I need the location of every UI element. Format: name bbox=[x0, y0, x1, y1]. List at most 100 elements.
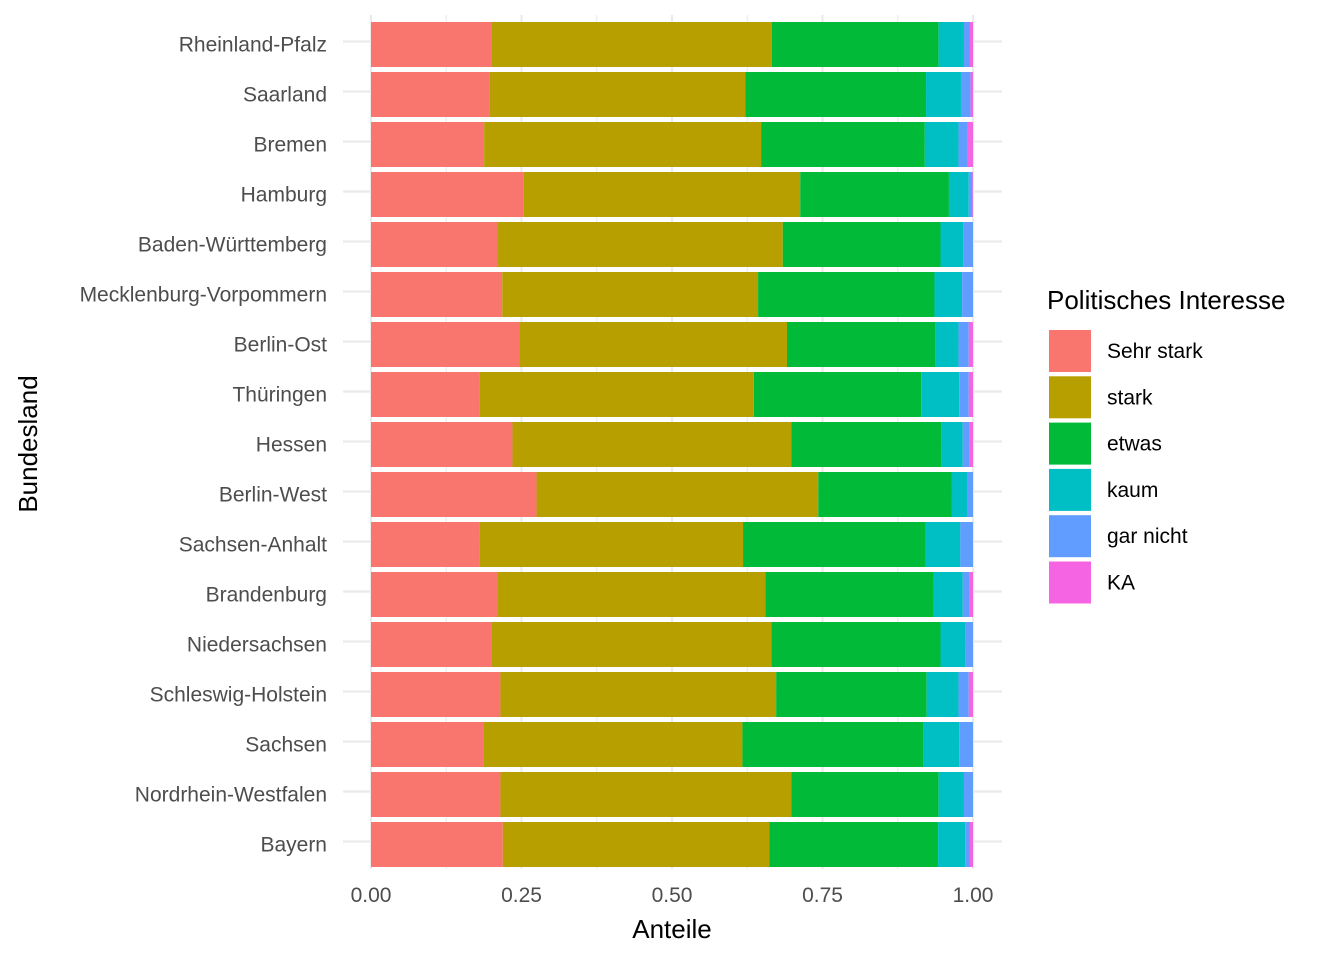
bar-segment bbox=[371, 172, 524, 217]
bar-segment bbox=[491, 622, 772, 667]
bar-segment bbox=[968, 672, 973, 717]
bar-segment bbox=[479, 372, 754, 417]
bar-segment bbox=[959, 722, 973, 767]
y-tick-label: Bremen bbox=[253, 134, 327, 157]
bar-segment bbox=[484, 122, 762, 167]
bar-segment bbox=[965, 622, 973, 667]
bar-segment bbox=[371, 622, 492, 667]
legend-label: etwas bbox=[1107, 433, 1162, 456]
bar-segment bbox=[923, 722, 960, 767]
bar-segment bbox=[969, 822, 973, 867]
y-tick-label: Thüringen bbox=[232, 384, 327, 407]
bar-segment bbox=[959, 372, 969, 417]
bar-segment bbox=[958, 322, 969, 367]
x-tick-labels: 0.00 0.25 0.50 0.75 1.00 bbox=[351, 884, 994, 907]
bar-segment bbox=[502, 822, 770, 867]
bar-segment bbox=[969, 22, 973, 67]
y-tick-label: Niedersachsen bbox=[187, 634, 327, 657]
bar-segment bbox=[948, 172, 969, 217]
y-tick-label: Sachsen-Anhalt bbox=[179, 534, 327, 557]
legend-swatch bbox=[1049, 376, 1091, 419]
y-axis-title: Bundesland bbox=[13, 375, 43, 512]
y-tick-label: Mecklenburg-Vorpommern bbox=[80, 284, 327, 307]
bar-segment bbox=[371, 422, 513, 467]
bar-segment bbox=[765, 572, 934, 617]
bar-segment bbox=[497, 572, 766, 617]
y-tick-label: Bayern bbox=[260, 834, 327, 857]
bar-segment bbox=[958, 672, 969, 717]
bar-segment bbox=[968, 322, 973, 367]
bar-segment bbox=[938, 772, 964, 817]
bar-segment bbox=[753, 372, 922, 417]
bar-segment bbox=[782, 222, 941, 267]
legend-label: stark bbox=[1107, 386, 1153, 409]
bar-segment bbox=[742, 722, 924, 767]
bar-segment bbox=[491, 22, 772, 67]
bar-segment bbox=[963, 22, 970, 67]
bar-segment bbox=[502, 272, 759, 317]
legend-swatch bbox=[1049, 330, 1091, 372]
legend-title: Politisches Interesse bbox=[1047, 285, 1285, 315]
x-tick-label: 0.00 bbox=[351, 884, 392, 907]
bar-segment bbox=[970, 72, 973, 117]
bar-segment bbox=[519, 322, 787, 367]
y-tick-labels: Rheinland-Pfalz Saarland Bremen Hamburg Bade… bbox=[80, 34, 328, 857]
legend: Politisches Interesse Sehr stark stark etw… bbox=[1047, 285, 1285, 604]
bar-segment bbox=[483, 722, 743, 767]
bar-segment bbox=[968, 372, 973, 417]
bar-segment bbox=[969, 572, 973, 617]
x-axis-title: Anteile bbox=[632, 914, 712, 944]
bar-segment bbox=[960, 522, 973, 567]
bar-segment bbox=[761, 122, 925, 167]
bar-segment bbox=[371, 22, 492, 67]
bar-segment bbox=[371, 522, 480, 567]
bars bbox=[371, 22, 973, 867]
y-tick-label: Saarland bbox=[243, 84, 327, 107]
bar-segment bbox=[921, 372, 960, 417]
bar-segment bbox=[743, 522, 926, 567]
bar-segment bbox=[371, 222, 499, 267]
bar-segment bbox=[371, 272, 503, 317]
bar-segment bbox=[940, 622, 966, 667]
bar-segment bbox=[800, 172, 949, 217]
bar-segment bbox=[951, 472, 967, 517]
bar-segment bbox=[968, 172, 973, 217]
bar-segment bbox=[924, 122, 959, 167]
bar-segment bbox=[371, 72, 490, 117]
bar-segment bbox=[771, 22, 939, 67]
bar-segment bbox=[512, 422, 792, 467]
bar-segment bbox=[962, 572, 970, 617]
y-tick-label: Berlin-Ost bbox=[234, 334, 328, 357]
bar-segment bbox=[925, 522, 961, 567]
bar-segment bbox=[371, 472, 537, 517]
bar-segment bbox=[963, 772, 973, 817]
legend-label: Sehr stark bbox=[1107, 340, 1203, 363]
x-tick-label: 1.00 bbox=[953, 884, 994, 907]
bar-segment bbox=[962, 422, 970, 467]
bar-segment bbox=[791, 422, 942, 467]
bar-segment bbox=[933, 572, 963, 617]
bar-segment bbox=[500, 672, 777, 717]
bar-segment bbox=[371, 672, 501, 717]
bar-segment bbox=[371, 722, 484, 767]
x-tick-label: 0.25 bbox=[501, 884, 542, 907]
bar-segment bbox=[758, 272, 935, 317]
y-tick-label: Schleswig-Holstein bbox=[150, 684, 327, 707]
legend-swatch bbox=[1049, 561, 1091, 604]
bar-segment bbox=[745, 72, 927, 117]
y-tick-label: Hamburg bbox=[241, 184, 327, 207]
bar-segment bbox=[965, 822, 970, 867]
bar-segment bbox=[536, 472, 819, 517]
bar-segment bbox=[371, 572, 498, 617]
bar-segment bbox=[963, 222, 973, 267]
bar-segment bbox=[966, 472, 973, 517]
y-tick-label: Rheinland-Pfalz bbox=[179, 34, 327, 57]
bar-segment bbox=[371, 322, 520, 367]
bar-segment bbox=[771, 622, 941, 667]
bar-segment bbox=[818, 472, 952, 517]
bar-segment bbox=[786, 322, 936, 367]
legend-swatch bbox=[1049, 515, 1091, 558]
bar-segment bbox=[967, 122, 973, 167]
y-tick-label: Nordrhein-Westfalen bbox=[135, 784, 327, 807]
